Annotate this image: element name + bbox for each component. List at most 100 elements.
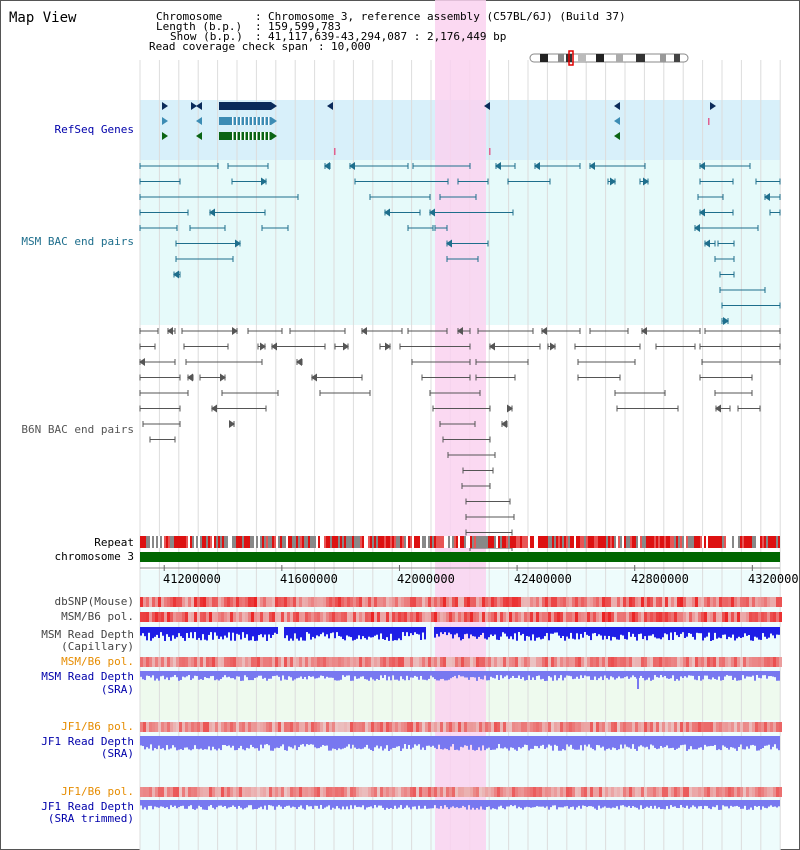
b6n-bac-pair-end bbox=[311, 373, 317, 382]
msm-b6-pol-sra-strip-cell bbox=[620, 657, 623, 667]
msm-depth-sra-bar bbox=[656, 671, 658, 678]
axis-tick-label: 4320000 bbox=[748, 572, 799, 586]
jf1-b6-pol-trim-strip-cell bbox=[347, 787, 350, 797]
jf1-b6-pol-strip-cell bbox=[653, 722, 656, 732]
jf1-b6-pol-trim-strip-cell bbox=[248, 787, 251, 797]
msm-depth-capillary-bar bbox=[622, 627, 624, 636]
repeat-segment bbox=[288, 536, 290, 548]
dbsnp-strip-cell bbox=[626, 597, 629, 607]
msm-depth-capillary-bar bbox=[416, 627, 418, 634]
msm-depth-capillary-bar bbox=[398, 627, 400, 639]
jf1-b6-pol-trim-strip-cell bbox=[389, 787, 392, 797]
jf1-depth-sra-bar bbox=[252, 736, 254, 748]
repeat-segment bbox=[328, 536, 330, 548]
jf1-b6-pol-strip-cell bbox=[761, 722, 764, 732]
jf1-depth-sra-bar bbox=[176, 736, 178, 751]
repeat-segment bbox=[256, 536, 258, 548]
msm-depth-capillary-bar bbox=[560, 627, 562, 639]
msm-depth-sra-bar bbox=[328, 671, 330, 678]
msm-b6-pol-strip-cell bbox=[194, 612, 197, 622]
jf1-b6-pol-trim-strip-cell bbox=[440, 787, 443, 797]
repeat-segment bbox=[248, 536, 250, 548]
msm-b6-pol-strip-cell bbox=[731, 612, 734, 622]
jf1-depth-trim-bar bbox=[480, 800, 482, 807]
jf1-b6-pol-trim-strip-cell bbox=[617, 787, 620, 797]
msm-b6-pol-sra-strip-cell bbox=[608, 657, 611, 667]
msm-depth-capillary-bar bbox=[284, 627, 286, 639]
jf1-depth-sra-bar bbox=[676, 736, 678, 749]
jf1-depth-trim-bar bbox=[706, 800, 708, 807]
msm-b6-pol-sra-strip-cell bbox=[302, 657, 305, 667]
jf1-b6-pol-trim-strip-cell bbox=[692, 787, 695, 797]
repeat-segment bbox=[602, 536, 604, 548]
jf1-depth-sra-bar bbox=[152, 736, 154, 751]
jf1-depth-trim-bar bbox=[548, 800, 550, 810]
msm-depth-capillary-bar bbox=[478, 627, 480, 637]
jf1-depth-sra-bar bbox=[196, 736, 198, 749]
jf1-depth-trim-bar bbox=[666, 800, 668, 807]
jf1-depth-sra-bar bbox=[520, 736, 522, 749]
gene-intron bbox=[240, 117, 242, 125]
msm-depth-sra-bar bbox=[714, 671, 716, 680]
jf1-b6-pol-trim-strip-cell bbox=[764, 787, 767, 797]
msm-depth-capillary-bar bbox=[412, 627, 414, 636]
track-label-repeat: Repeat bbox=[94, 536, 134, 549]
msm-b6-pol-strip-cell bbox=[524, 612, 527, 622]
repeat-segment bbox=[614, 536, 616, 548]
jf1-depth-sra-bar bbox=[592, 736, 594, 750]
msm-b6-pol-strip-cell bbox=[503, 612, 506, 622]
msm-depth-capillary-bar bbox=[718, 627, 720, 638]
jf1-depth-trim-bar bbox=[396, 800, 398, 809]
msm-b6-pol-strip-cell bbox=[218, 612, 221, 622]
msm-depth-capillary-bar bbox=[472, 627, 474, 637]
msm-b6-pol-strip-cell bbox=[440, 612, 443, 622]
jf1-depth-sra-bar bbox=[200, 736, 202, 749]
jf1-depth-sra-bar bbox=[368, 736, 370, 749]
jf1-depth-trim-bar bbox=[474, 800, 476, 810]
jf1-b6-pol-trim-strip-cell bbox=[470, 787, 473, 797]
msm-depth-capillary-bar bbox=[152, 627, 154, 639]
msm-depth-capillary-bar bbox=[520, 627, 522, 636]
jf1-b6-pol-strip-cell bbox=[737, 722, 740, 732]
msm-depth-sra-bar bbox=[504, 671, 506, 677]
jf1-b6-pol-strip-cell bbox=[554, 722, 557, 732]
repeat-segment bbox=[662, 536, 664, 548]
jf1-depth-sra-bar bbox=[698, 736, 700, 748]
dbsnp-strip-cell bbox=[245, 597, 248, 607]
jf1-b6-pol-strip-cell bbox=[248, 722, 251, 732]
jf1-depth-sra-bar bbox=[208, 736, 210, 747]
dbsnp-strip-cell bbox=[515, 597, 518, 607]
dbsnp-strip-cell bbox=[365, 597, 368, 607]
jf1-b6-pol-strip-cell bbox=[641, 722, 644, 732]
jf1-b6-pol-trim-strip-cell bbox=[551, 787, 554, 797]
msm-b6-pol-strip-cell bbox=[269, 612, 272, 622]
refseq-genes bbox=[162, 102, 716, 155]
jf1-b6-pol-strip-cell bbox=[446, 722, 449, 732]
msm-b6-pol-strip-cell bbox=[434, 612, 437, 622]
msm-depth-sra-bar bbox=[622, 671, 624, 679]
dbsnp-strip-cell bbox=[755, 597, 758, 607]
repeat-segment bbox=[550, 536, 552, 548]
msm-b6-pol-strip-cell bbox=[245, 612, 248, 622]
jf1-b6-pol-strip-cell bbox=[266, 722, 269, 732]
jf1-depth-trim-bar bbox=[544, 800, 546, 808]
jf1-depth-sra-bar bbox=[516, 736, 518, 751]
jf1-depth-trim-bar bbox=[722, 800, 724, 806]
msm-depth-capillary-bar bbox=[182, 627, 184, 638]
msm-b6-pol-strip-cell bbox=[260, 612, 263, 622]
msm-depth-capillary-bar bbox=[256, 627, 258, 641]
jf1-b6-pol-trim-strip-cell bbox=[731, 787, 734, 797]
jf1-depth-sra-bar bbox=[598, 736, 600, 746]
jf1-depth-sra-bar bbox=[370, 736, 372, 750]
jf1-b6-pol-strip-cell bbox=[242, 722, 245, 732]
msm-depth-sra-bar bbox=[324, 671, 326, 679]
jf1-b6-pol-trim-strip-cell bbox=[752, 787, 755, 797]
jf1-depth-sra-bar bbox=[250, 736, 252, 745]
msm-b6-pol-sra-strip-cell bbox=[368, 657, 371, 667]
msm-depth-sra-bar bbox=[280, 671, 282, 681]
jf1-depth-trim-bar bbox=[526, 800, 528, 807]
jf1-depth-trim-bar bbox=[216, 800, 218, 808]
jf1-b6-pol-strip-cell bbox=[152, 722, 155, 732]
dbsnp-strip-cell bbox=[236, 597, 239, 607]
